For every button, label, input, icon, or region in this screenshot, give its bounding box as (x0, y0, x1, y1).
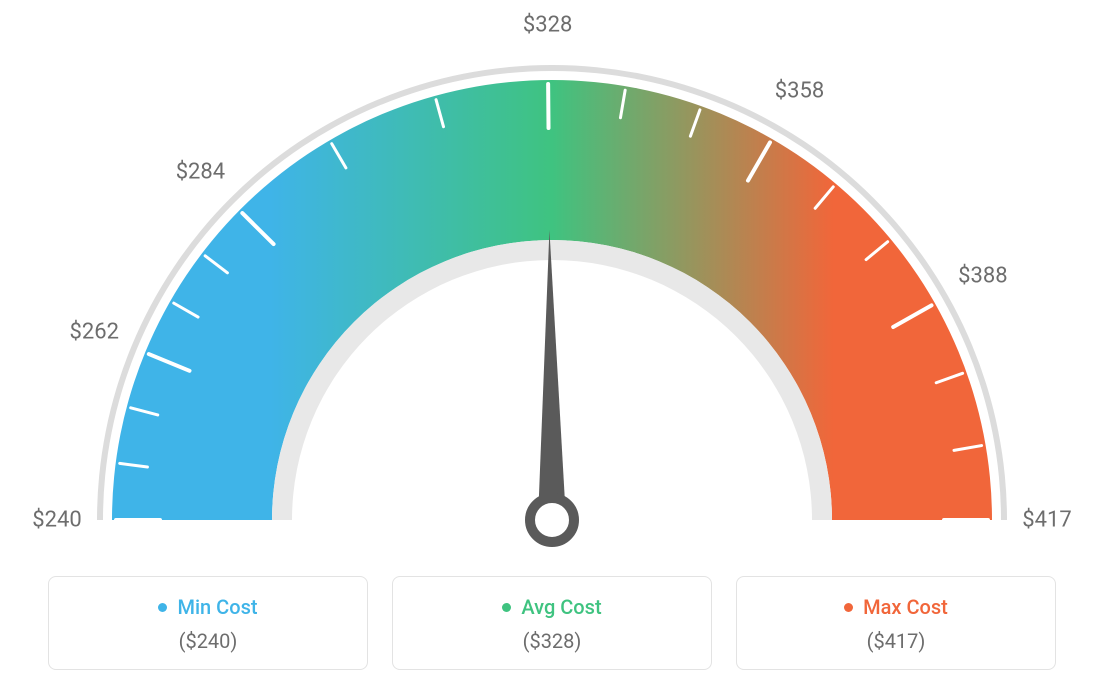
legend-title-avg: Avg Cost (521, 595, 601, 619)
legend-title-row: Avg Cost (403, 595, 701, 619)
gauge-tick-label: $388 (958, 264, 1007, 289)
cost-gauge: $240 $262 $284 $328 $358 $388 $417 (0, 0, 1104, 570)
gauge-needle-hub (530, 498, 574, 542)
legend-value-avg: ($328) (403, 629, 701, 653)
legend-title-row: Min Cost (59, 595, 357, 619)
legend-dot-min (158, 603, 167, 612)
gauge-needle (538, 230, 566, 520)
legend-card-avg: Avg Cost ($328) (392, 576, 712, 670)
gauge-tick-label: $284 (176, 159, 225, 184)
gauge-tick-label: $262 (70, 319, 119, 344)
gauge-tick-label: $358 (775, 79, 824, 104)
legend-value-min: ($240) (59, 629, 357, 653)
legend-card-max: Max Cost ($417) (736, 576, 1056, 670)
gauge-tick-label: $328 (523, 13, 572, 38)
legend-title-min: Min Cost (177, 595, 257, 619)
legend-card-min: Min Cost ($240) (48, 576, 368, 670)
legend-row: Min Cost ($240) Avg Cost ($328) Max Cost… (0, 576, 1104, 670)
legend-dot-max (844, 603, 853, 612)
legend-dot-avg (502, 603, 511, 612)
gauge-tick-label: $417 (1022, 508, 1071, 533)
gauge-svg (0, 0, 1104, 570)
legend-value-max: ($417) (747, 629, 1045, 653)
legend-title-row: Max Cost (747, 595, 1045, 619)
gauge-tick-label: $240 (32, 508, 81, 533)
legend-title-max: Max Cost (863, 595, 948, 619)
